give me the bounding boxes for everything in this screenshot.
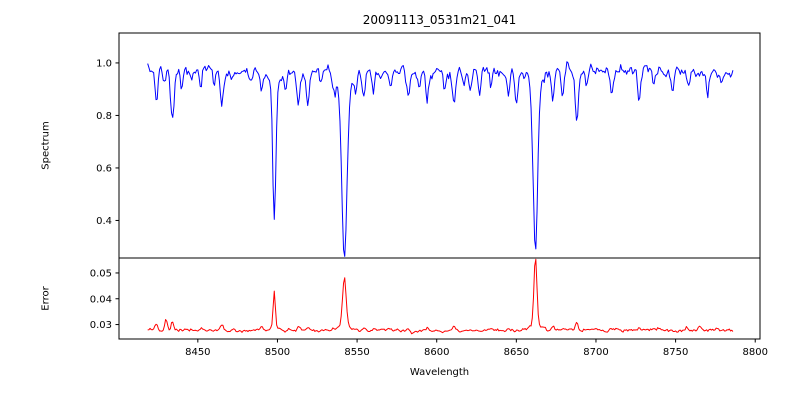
- xtick-label: 8550: [344, 347, 369, 358]
- spectrum-y-axis-label: Spectrum: [40, 121, 52, 170]
- xtick-label: 8450: [185, 347, 210, 358]
- spectrum-ytick-label: 0.4: [96, 216, 112, 227]
- xtick-label: 8500: [265, 347, 290, 358]
- xtick-label: 8650: [504, 347, 529, 358]
- spectrum-ytick-label: 0.8: [96, 111, 112, 122]
- xtick-label: 8700: [583, 347, 608, 358]
- error-panel-border: [118, 257, 761, 340]
- error-line: [147, 258, 734, 335]
- error-ytick-label: 0.03: [90, 320, 112, 331]
- error-ytick-label: 0.05: [90, 268, 112, 279]
- error-ytick-label: 0.04: [90, 294, 112, 305]
- x-axis-label: Wavelength: [409, 367, 470, 378]
- xtick-label: 8600: [424, 347, 449, 358]
- spectrum-ytick-label: 0.6: [96, 163, 112, 174]
- spectrum-panel-border: [118, 32, 761, 259]
- error-y-axis-label: Error: [40, 286, 52, 311]
- xtick-label: 8750: [663, 347, 688, 358]
- spectrum-line: [147, 61, 734, 257]
- spectrum-ytick-label: 1.0: [96, 58, 112, 69]
- xtick-label: 8800: [742, 347, 767, 358]
- chart-title: 20091113_0531m21_041: [362, 13, 517, 27]
